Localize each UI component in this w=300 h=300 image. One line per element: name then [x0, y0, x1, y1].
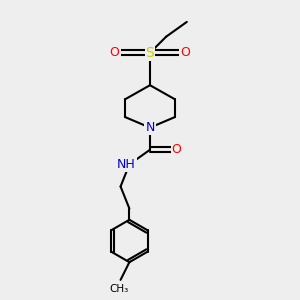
- Text: CH₃: CH₃: [110, 284, 129, 294]
- Text: O: O: [172, 143, 182, 156]
- Text: O: O: [110, 46, 120, 59]
- Text: NH: NH: [117, 158, 136, 171]
- Text: O: O: [180, 46, 190, 59]
- Text: N: N: [145, 121, 155, 134]
- Text: S: S: [146, 46, 154, 60]
